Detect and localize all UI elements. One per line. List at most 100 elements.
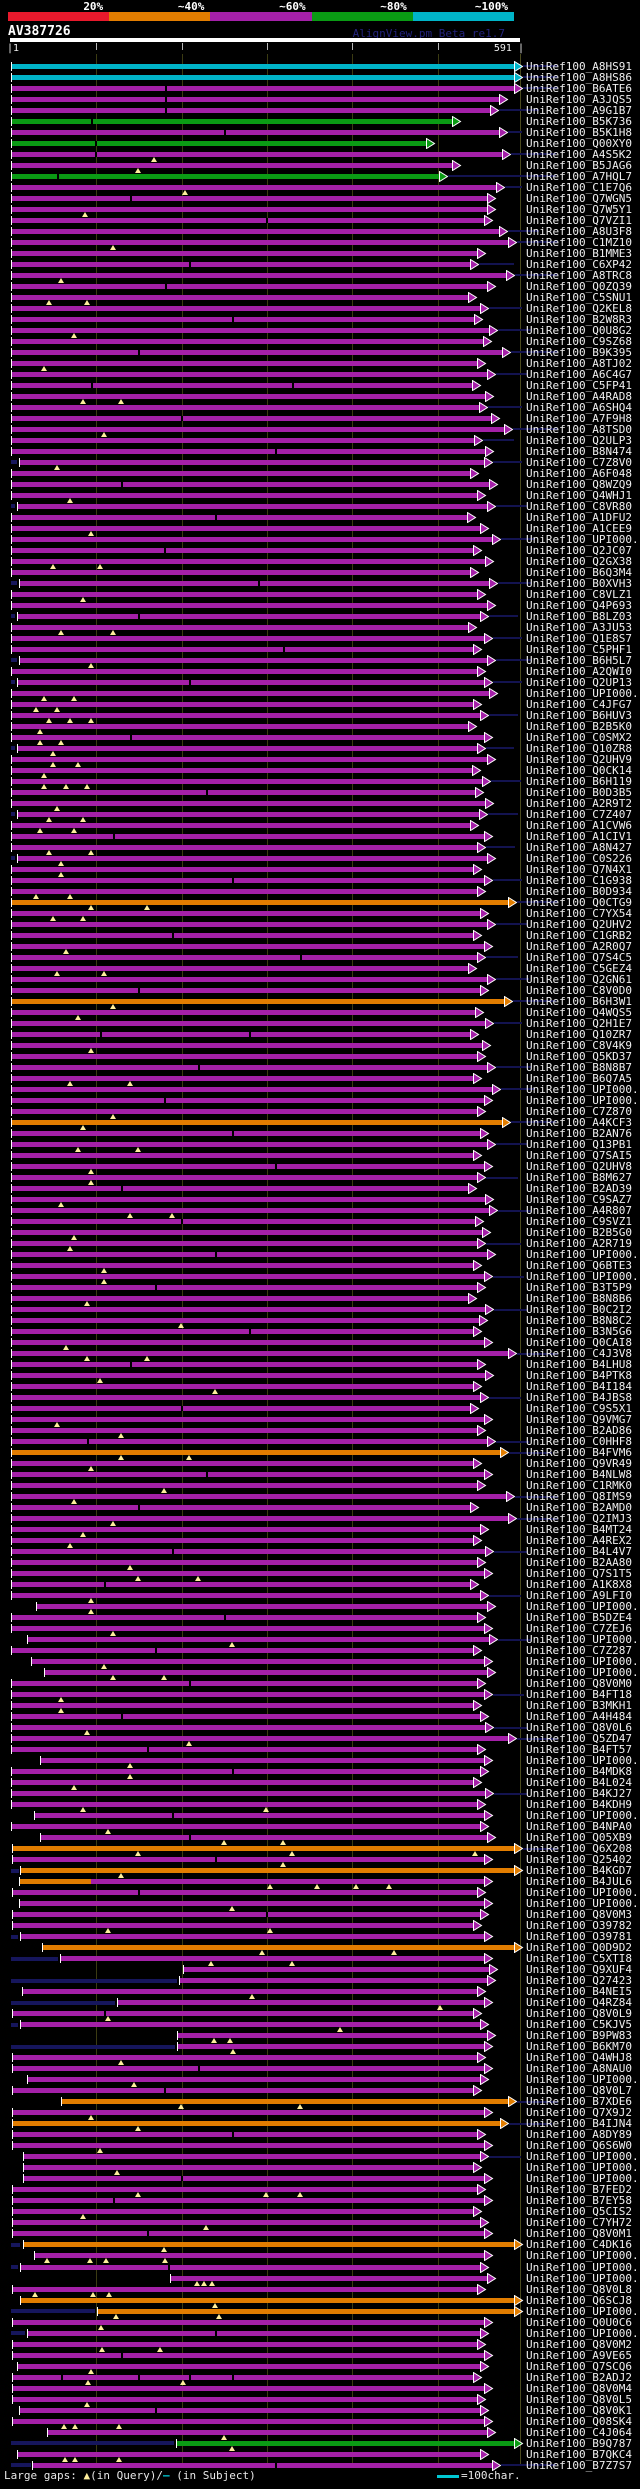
query-gap-triangle-icon bbox=[88, 2368, 95, 2374]
hit-row: UniRef100_Q8V0K1 bbox=[0, 2404, 640, 2416]
hit-arrowhead-icon bbox=[478, 401, 489, 413]
hit-arrowhead-icon bbox=[473, 544, 483, 556]
subject-gap-tick bbox=[163, 1097, 166, 1103]
hit-label: UniRef100_A6F048 bbox=[526, 466, 632, 480]
query-gap-triangle-icon bbox=[58, 1697, 65, 1703]
query-gap-triangle-icon bbox=[194, 1576, 201, 1582]
gridline bbox=[96, 54, 98, 2466]
scale-note-text: =100char. bbox=[461, 2469, 521, 2482]
hit-arrowhead-icon bbox=[499, 2118, 510, 2130]
bar-start-tick bbox=[11, 281, 12, 291]
hit-arrowhead-icon bbox=[475, 1216, 485, 1228]
subject-overhang-right bbox=[489, 615, 518, 618]
subject-overhang-right bbox=[496, 1066, 531, 1069]
hit-arrowhead-icon bbox=[476, 1425, 487, 1437]
hsp-bar bbox=[11, 1152, 475, 1158]
hsp-bar bbox=[11, 800, 487, 806]
query-gap-triangle-icon bbox=[79, 1124, 86, 1130]
hit-row: UniRef100_B0D3B5 bbox=[0, 786, 640, 798]
query-gap-triangle-icon bbox=[71, 695, 78, 701]
bar-start-tick bbox=[20, 2262, 22, 2272]
query-gap-triangle-icon bbox=[105, 1829, 112, 1835]
hsp-bar bbox=[11, 1252, 489, 1258]
query-gap-triangle-icon bbox=[66, 497, 73, 503]
hit-arrowhead-icon bbox=[483, 1755, 494, 1767]
hit-row: UniRef100_UPI000.. bbox=[0, 1271, 640, 1285]
hsp-bar bbox=[31, 1659, 485, 1665]
hit-row: UniRef100_UPI000.. bbox=[0, 2305, 640, 2319]
hsp-bar bbox=[11, 1340, 485, 1346]
hit-arrowhead-icon bbox=[487, 2030, 497, 2042]
hit-row: UniRef100_UPI000.. bbox=[0, 2162, 640, 2176]
hit-arrowhead-icon bbox=[488, 1964, 499, 1976]
query-gap-triangle-icon bbox=[37, 728, 44, 734]
hit-row: UniRef100_A4H484 bbox=[0, 1711, 640, 1723]
subject-overhang-right bbox=[489, 2155, 521, 2158]
bar-start-tick bbox=[11, 303, 12, 313]
bar-start-tick bbox=[11, 1117, 12, 1127]
hit-row: UniRef100_A1CVW6 bbox=[0, 819, 640, 833]
bar-start-tick bbox=[11, 2141, 13, 2151]
bar-start-tick bbox=[11, 1437, 12, 1447]
bar-start-tick bbox=[11, 435, 12, 445]
hit-arrowhead-icon bbox=[473, 1458, 483, 1470]
hsp-bar bbox=[11, 481, 490, 487]
hit-row: UniRef100_C0S226 bbox=[0, 852, 640, 866]
bar-start-tick bbox=[16, 677, 18, 687]
hit-row: UniRef100_A3JU53 bbox=[0, 621, 640, 635]
hit-row: UniRef100_C0SMX2 bbox=[0, 731, 640, 745]
hit-row: UniRef100_A9VE65 bbox=[0, 2349, 640, 2361]
hsp-bar bbox=[11, 2341, 478, 2347]
hit-label: UniRef100_B4L024 bbox=[526, 1776, 632, 1790]
subject-gap-tick bbox=[61, 2374, 64, 2380]
query-gap-triangle-icon bbox=[106, 2291, 113, 2297]
hit-row: UniRef100_Q7SCQ6 bbox=[0, 2360, 640, 2374]
query-gap-triangle-icon bbox=[79, 915, 86, 921]
bar-start-tick bbox=[11, 182, 12, 192]
hit-arrowhead-icon bbox=[470, 467, 480, 479]
hit-label: UniRef100_C1G938 bbox=[526, 873, 632, 887]
hit-row: UniRef100_B9K395 bbox=[0, 346, 640, 358]
hit-arrowhead-icon bbox=[513, 2294, 524, 2306]
hit-arrowhead-icon bbox=[508, 896, 518, 908]
hit-arrowhead-icon bbox=[488, 324, 499, 336]
hit-arrowhead-icon bbox=[487, 500, 497, 512]
hit-label: UniRef100_B6KM70 bbox=[526, 2040, 632, 2054]
hsp-bar bbox=[11, 140, 427, 146]
subject-overhang-right bbox=[501, 1088, 536, 1091]
bar-start-tick bbox=[11, 666, 12, 676]
hit-row: UniRef100_Q9VR49 bbox=[0, 1458, 640, 1472]
hit-row: UniRef100_C1G938 bbox=[0, 873, 640, 887]
hit-arrowhead-icon bbox=[473, 1645, 483, 1657]
hit-row: UniRef100_Q8V0M0 bbox=[0, 1678, 640, 1690]
hsp-bar bbox=[11, 1064, 489, 1070]
scale-segment-3 bbox=[311, 12, 413, 21]
hit-arrowhead-icon bbox=[480, 2261, 490, 2273]
subject-gap-tick bbox=[172, 1813, 175, 1819]
hit-arrowhead-icon bbox=[476, 1678, 487, 1690]
hit-row: UniRef100_UPI000.. bbox=[0, 1634, 640, 1648]
bar-start-tick bbox=[179, 1976, 181, 1986]
subject-overhang-right bbox=[479, 263, 514, 266]
hit-row: UniRef100_B2B5G0 bbox=[0, 1227, 640, 1241]
hsp-bar bbox=[11, 701, 475, 707]
bar-start-tick bbox=[22, 2240, 24, 2250]
hit-arrowhead-icon bbox=[476, 665, 487, 677]
hit-row: UniRef100_C1MZ10 bbox=[0, 236, 640, 250]
hit-label: UniRef100_B4JUL6 bbox=[526, 1875, 632, 1889]
bar-start-tick bbox=[16, 853, 18, 863]
bar-start-tick bbox=[11, 1679, 12, 1689]
bar-start-tick bbox=[16, 2361, 18, 2371]
hit-arrowhead-icon bbox=[487, 203, 497, 215]
hit-row: UniRef100_B6H3W1 bbox=[0, 995, 640, 1009]
bar-start-tick bbox=[18, 578, 20, 588]
query-gap-triangle-icon bbox=[288, 1851, 295, 1857]
query-gap-triangle-icon bbox=[297, 2192, 304, 2198]
bar-start-tick bbox=[11, 314, 12, 324]
bar-start-tick bbox=[22, 1987, 24, 1997]
hsp-bar bbox=[11, 393, 487, 399]
hit-label: UniRef100_Q00XY0 bbox=[526, 136, 632, 150]
hit-arrowhead-icon bbox=[483, 1898, 494, 1910]
hit-row: UniRef100_Q5ZD47 bbox=[0, 1733, 640, 1747]
hit-arrowhead-icon bbox=[473, 2206, 483, 2218]
